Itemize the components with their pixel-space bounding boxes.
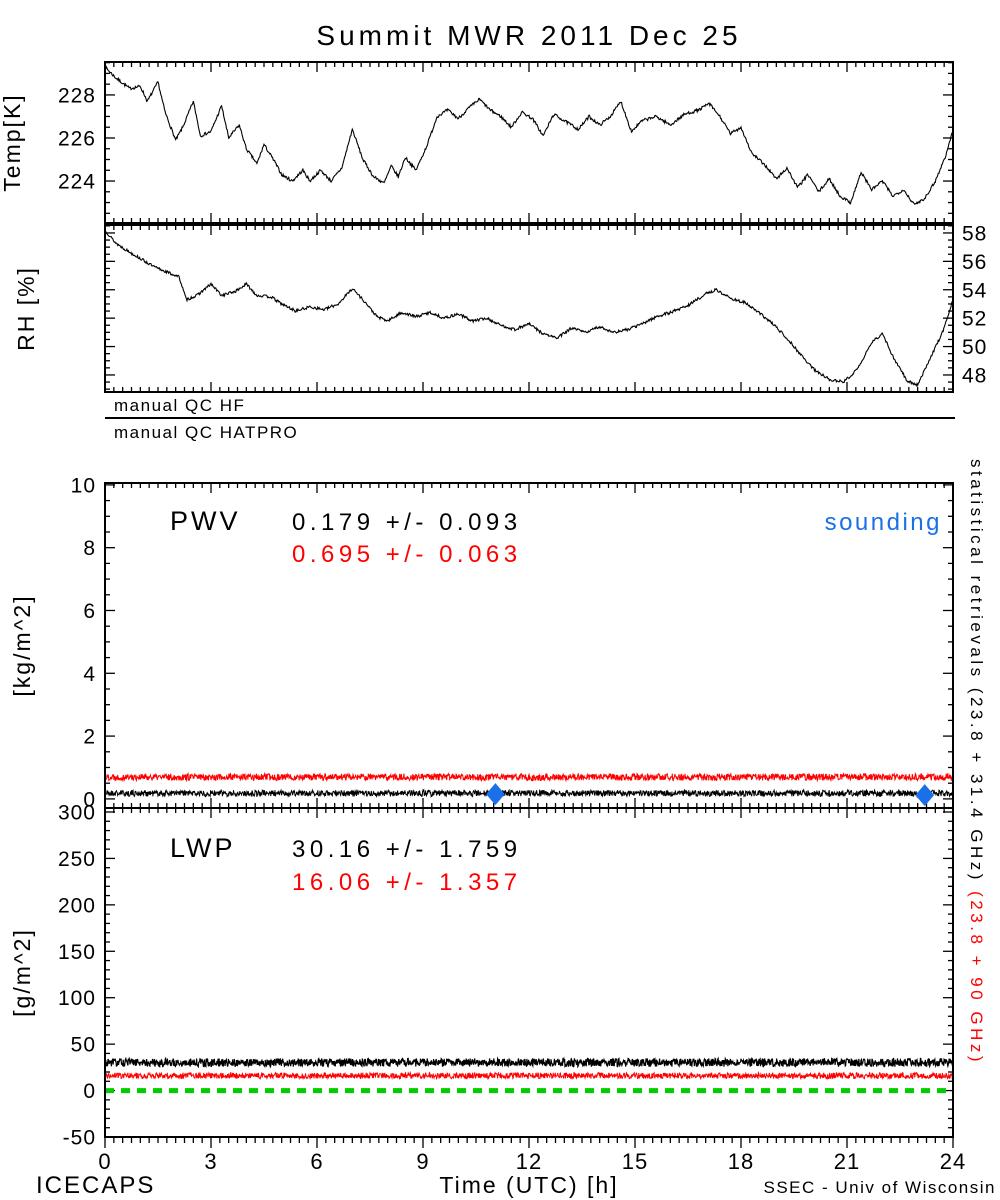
lwp-xtick-label: 21 [834,1149,860,1174]
relative-humidity-ticks [104,225,954,392]
lwp-xtick-label: 3 [204,1149,217,1174]
plot-title: Summit MWR 2011 Dec 25 [316,20,742,51]
lwp-23.8-plus-31.4-ghz [104,1056,954,1069]
lwp-ytick-label: 0 [83,1080,96,1103]
ambient-temperature [104,65,954,205]
qc-label-hatpro: manual QC HATPRO [114,423,299,442]
relative-humidity-ytick-label: 48 [962,364,987,387]
lwp-ytick-label: 100 [58,987,96,1010]
lwp-ytick-label: 150 [58,941,96,964]
lwp-xtick-label: 12 [516,1149,542,1174]
lwp-xtick-label: 18 [728,1149,754,1174]
qc-divider-line [105,417,955,419]
pwv-23.8-plus-90-ghz [104,771,954,783]
sounding-marker [486,783,505,806]
relative-humidity-frame [104,224,954,393]
institution-label: SSEC - Univ of Wisconsin [763,1178,996,1197]
project-label: ICECAPS [36,1172,156,1199]
temperature-ytick-label: 228 [58,84,96,107]
lwp-xtick-label: 0 [98,1149,111,1174]
lwp-ytick-label: 50 [71,1034,96,1057]
retrieval-method-side-label: statistical retrievals (23.8 + 31.4 GHz)… [966,459,986,1065]
lwp-ytick-label: -50 [63,1127,96,1150]
side-label-31ghz: statistical retrievals (23.8 + 31.4 GHz) [967,459,986,883]
pwv-annotation: 0.179 +/- 0.093 [292,509,522,536]
relative-humidity-ytick-label: 56 [962,251,987,274]
temperature-ticks [104,61,954,223]
pwv-panel: 0 2 4 6 8 10 [kg/m^2] PWV 0.179 +/- 0.093 0.695 +… [9,474,954,811]
relative-humidity [104,229,954,388]
pwv-ytick-label: 10 [71,474,96,497]
pwv-23.8-plus-31.4-ghz [104,788,954,799]
lwp-ytick-label: 200 [58,894,96,917]
relative-humidity-panel: 48 50 52 54 56 58 RH [%] [13,222,987,393]
lwp-xtick-label: 9 [416,1149,429,1174]
lwp-annotation: 30.16 +/- 1.759 [292,836,522,863]
relative-humidity-axis-title: RH [%] [13,266,39,351]
lwp-annotation: LWP [170,833,236,863]
lwp-frame [104,807,954,1138]
x-axis-title: Time (UTC) [h] [439,1172,619,1198]
relative-humidity-ytick-label: 58 [962,222,987,245]
temperature-panel: 224 226 228 Temp[K] [0,61,954,224]
relative-humidity-ytick-label: 50 [962,336,987,359]
temperature-axis-title: Temp[K] [0,93,25,191]
pwv-annotation: 0.695 +/- 0.063 [292,541,522,568]
side-label-90ghz: (23.8 + 90 GHz) [967,882,986,1066]
lwp-xtick-label: 6 [310,1149,323,1174]
pwv-ytick-label: 2 [83,726,96,749]
pwv-axis-title: [kg/m^2] [9,594,35,696]
lwp-annotation: 16.06 +/- 1.357 [292,869,522,896]
relative-humidity-ytick-label: 54 [962,279,987,302]
lwp-axis-title: [g/m^2] [9,928,35,1017]
lwp-23.8-plus-90-ghz [104,1070,954,1081]
pwv-ytick-label: 0 [83,788,96,811]
qc-label-hf: manual QC HF [114,396,246,415]
pwv-ytick-label: 8 [83,537,96,560]
temperature-frame [104,61,954,224]
relative-humidity-ytick-label: 52 [962,308,987,331]
pwv-annotation: sounding [825,509,942,536]
pwv-ytick-label: 4 [83,663,96,686]
lwp-ytick-label: 300 [58,801,96,824]
temperature-ytick-label: 226 [58,127,96,150]
pwv-ytick-label: 6 [83,600,96,623]
pwv-annotation: PWV [170,506,241,536]
lwp-xtick-label: 24 [940,1149,966,1174]
lwp-xtick-label: 15 [622,1149,648,1174]
lwp-ytick-label: 250 [58,848,96,871]
temperature-ytick-label: 224 [58,171,96,194]
sounding-marker [915,784,935,807]
